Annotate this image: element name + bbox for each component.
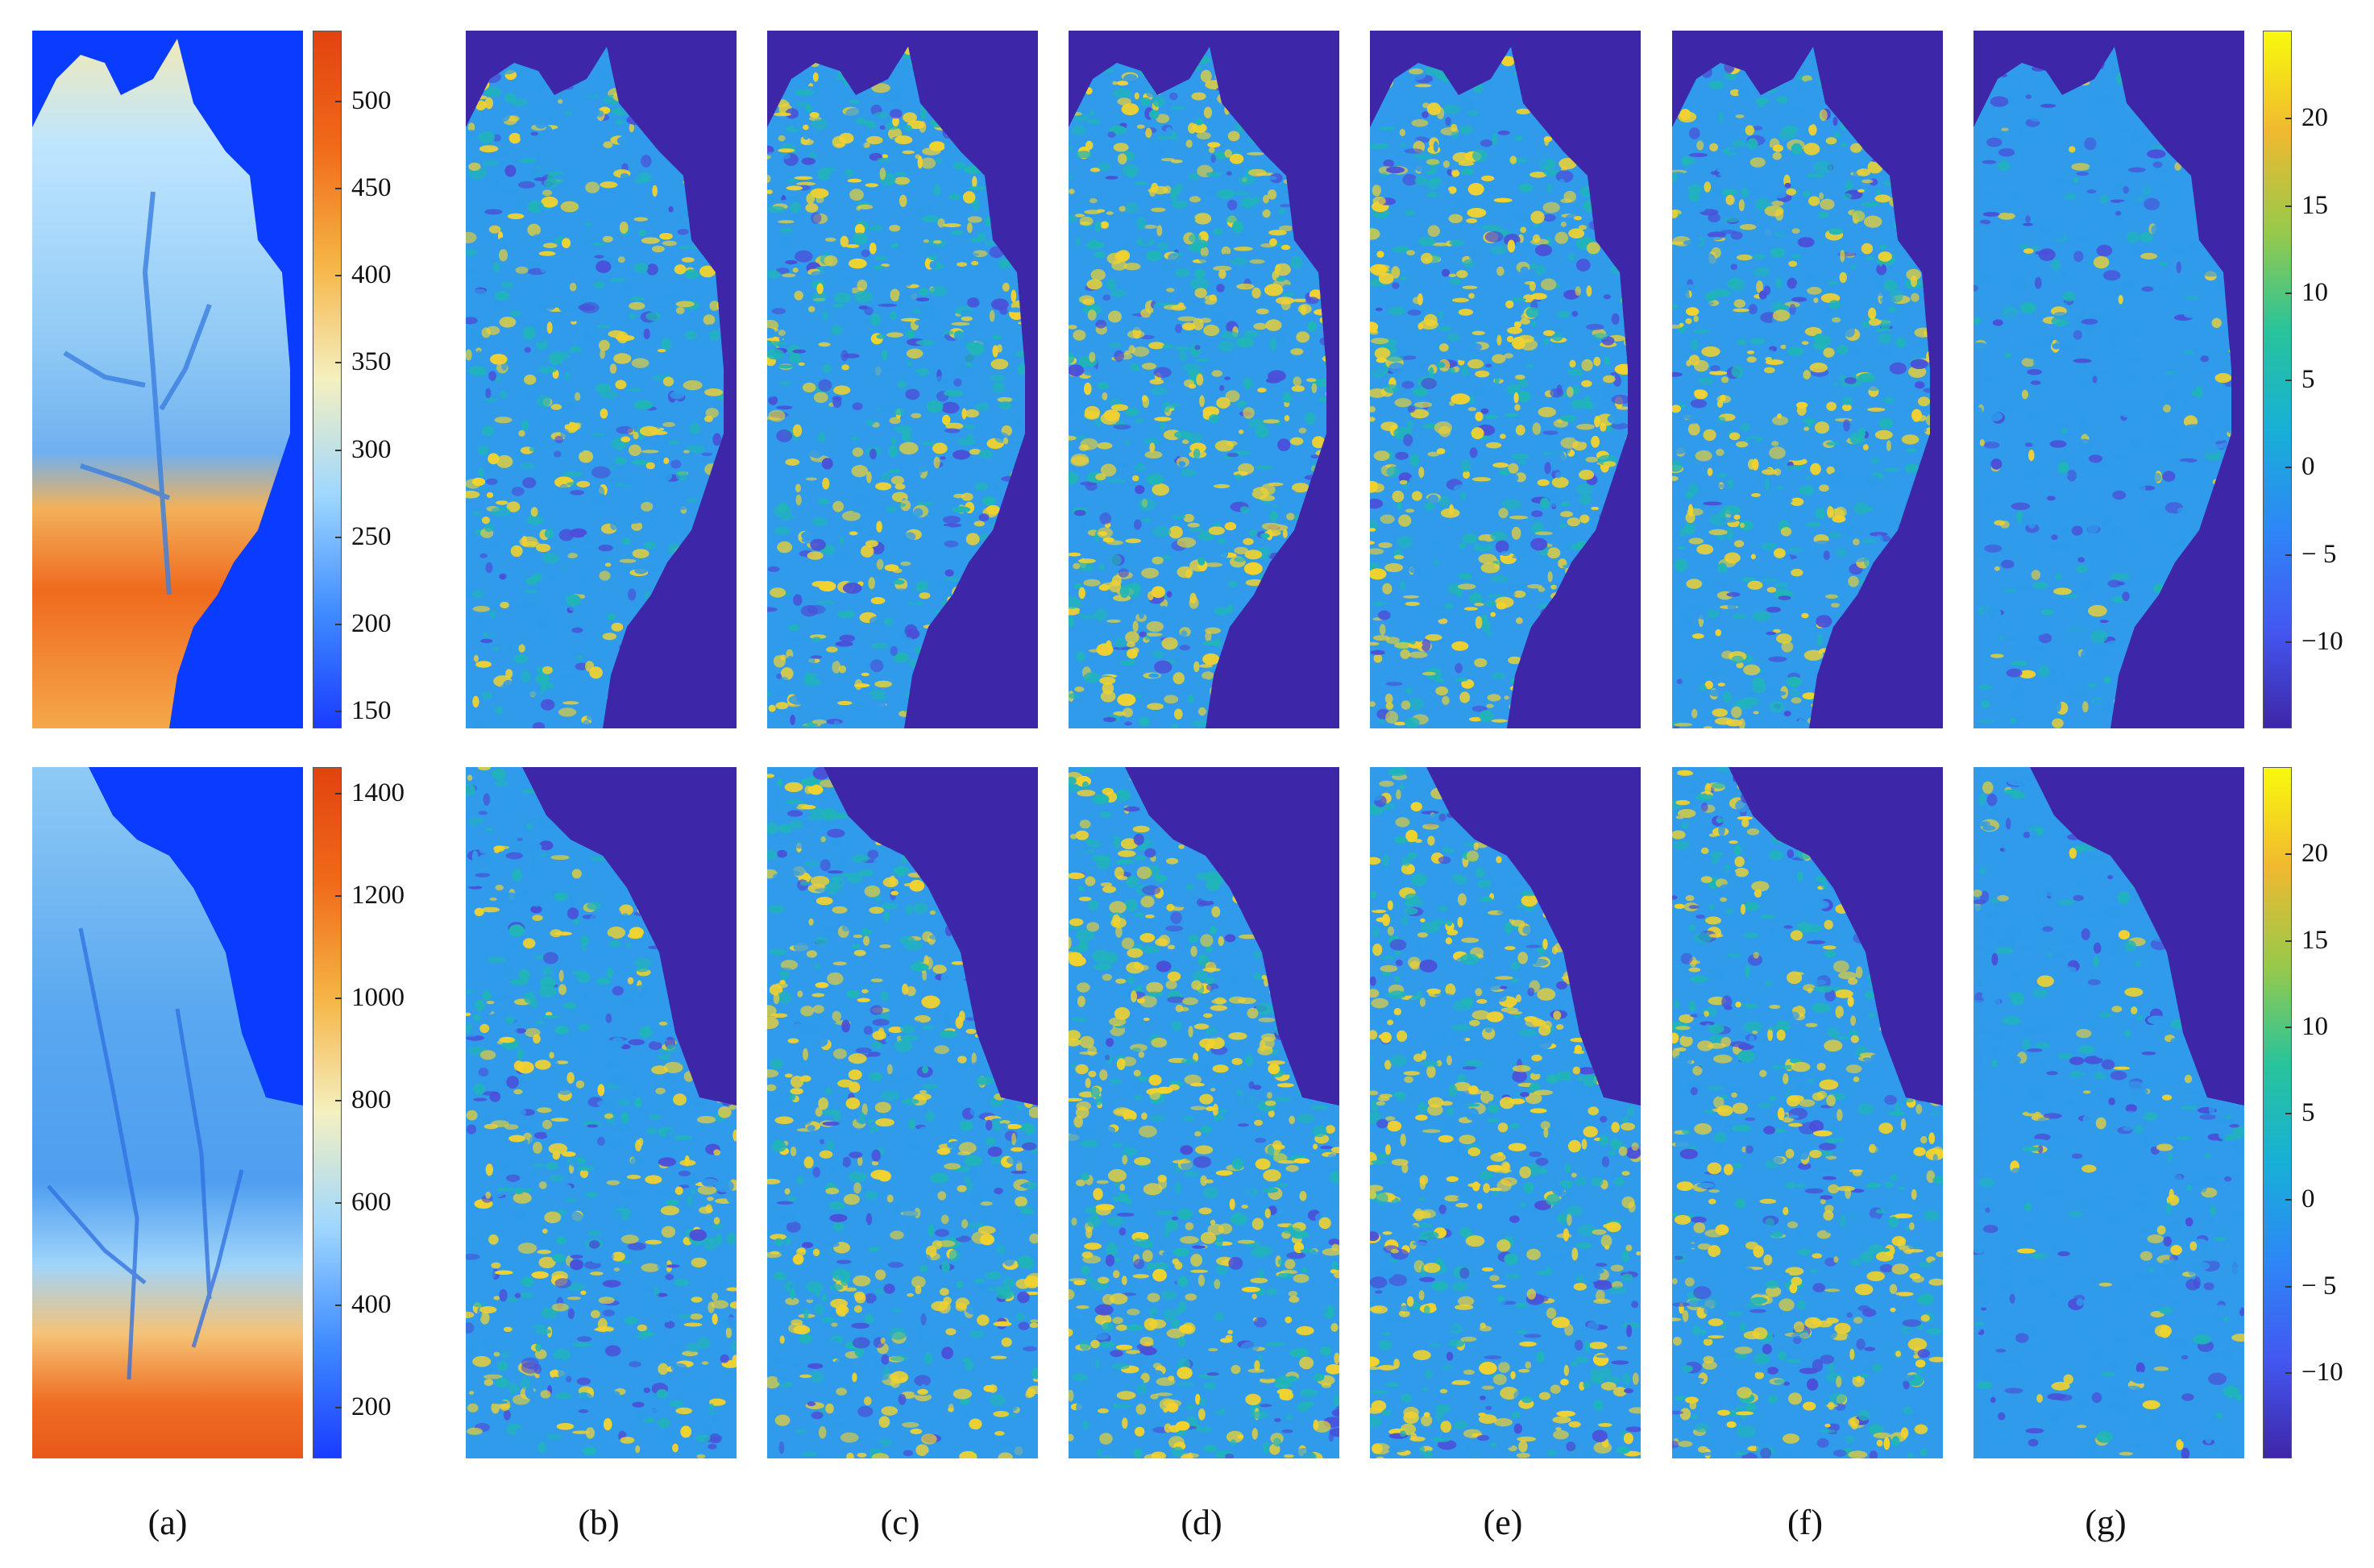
panel-b-top-error-map	[466, 31, 737, 728]
panel-e-bottom-error-map	[1370, 767, 1641, 1458]
colorbar-tick-mark	[335, 1305, 342, 1307]
caption-c: (c)	[880, 1503, 920, 1542]
colorbar-tick-mark	[2285, 1026, 2292, 1028]
colorbar-tick-mark	[2285, 467, 2292, 469]
colorbar-tick-mark	[335, 792, 342, 794]
panel-d-top-error-map	[1069, 31, 1339, 728]
colorbar-tick-label: − 5	[2301, 539, 2337, 569]
panel-b-bottom-error-map	[466, 767, 737, 1458]
colorbar-tick-label: 500	[351, 85, 392, 115]
error-map-svg	[1672, 31, 1943, 728]
colorbar-tick-mark	[335, 998, 342, 999]
colorbar-bottom-elevation	[313, 767, 342, 1458]
panel-a-bottom-dem-map	[32, 767, 303, 1458]
colorbar-tick-label: 0	[2301, 1184, 2315, 1214]
error-map-svg	[1973, 767, 2244, 1458]
colorbar-tick-label: 15	[2301, 190, 2328, 220]
error-map-svg	[466, 767, 737, 1458]
caption-e: (e)	[1483, 1503, 1523, 1542]
colorbar-tick-label: 400	[351, 1290, 392, 1320]
colorbar-tick-mark	[335, 362, 342, 364]
error-map-svg	[1370, 767, 1641, 1458]
colorbar-tick-label: 20	[2301, 839, 2328, 869]
caption-a: (a)	[147, 1503, 188, 1542]
caption-d: (d)	[1181, 1503, 1222, 1542]
colorbar-tick-mark	[335, 100, 342, 102]
colorbar-tick-mark	[2285, 554, 2292, 556]
colorbar-tick-mark	[335, 894, 342, 897]
colorbar-tick-label: 600	[351, 1188, 392, 1217]
colorbar-tick-label: 15	[2301, 925, 2328, 955]
colorbar-tick-mark	[2285, 380, 2292, 381]
panel-f-bottom-error-map	[1672, 767, 1943, 1458]
caption-g: (g)	[2085, 1503, 2127, 1542]
error-map-svg	[767, 767, 1038, 1458]
colorbar-tick-mark	[335, 711, 342, 713]
panel-g-top-error-map	[1973, 31, 2244, 728]
colorbar-tick-label: 5	[2301, 1098, 2315, 1127]
error-map-svg	[1973, 31, 2244, 728]
colorbar-tick-label: 350	[351, 347, 392, 377]
colorbar-tick-mark	[2285, 641, 2292, 643]
dem-map-top	[32, 31, 303, 728]
colorbar-bottom-elevation-gradient	[313, 767, 342, 1458]
colorbar-tick-label: 5	[2301, 365, 2315, 394]
colorbar-tick-label: −10	[2301, 626, 2343, 656]
colorbar-tick-mark	[2285, 1113, 2292, 1114]
panel-d-bottom-error-map	[1069, 767, 1339, 1458]
colorbar-tick-label: −10	[2301, 1357, 2343, 1387]
colorbar-tick-mark	[2285, 853, 2292, 856]
colorbar-top-elevation-gradient	[313, 31, 342, 728]
colorbar-tick-mark	[2285, 292, 2292, 294]
colorbar-tick-mark	[2285, 940, 2292, 942]
colorbar-tick-label: 450	[351, 172, 392, 202]
colorbar-tick-label: 200	[351, 1392, 392, 1422]
panel-f-top-error-map	[1672, 31, 1943, 728]
error-map-svg	[1370, 31, 1641, 728]
colorbar-tick-mark	[2285, 1199, 2292, 1201]
colorbar-tick-mark	[2285, 205, 2292, 207]
colorbar-tick-label: 400	[351, 260, 392, 290]
colorbar-tick-mark	[335, 624, 342, 626]
colorbar-tick-mark	[335, 536, 342, 538]
colorbar-tick-mark	[2285, 1285, 2292, 1288]
colorbar-tick-mark	[335, 449, 342, 451]
panel-c-bottom-error-map	[767, 767, 1038, 1458]
colorbar-top-elevation	[313, 31, 342, 728]
error-map-svg	[1069, 31, 1339, 728]
panel-c-top-error-map	[767, 31, 1038, 728]
colorbar-tick-label: 1200	[351, 880, 405, 910]
colorbar-tick-label: 10	[2301, 277, 2328, 307]
colorbar-tick-label: 800	[351, 1085, 392, 1115]
colorbar-tick-label: 10	[2301, 1011, 2328, 1041]
colorbar-tick-label: 1000	[351, 983, 405, 1012]
colorbar-tick-label: 1400	[351, 778, 405, 807]
colorbar-tick-label: − 5	[2301, 1271, 2337, 1300]
caption-b: (b)	[578, 1503, 620, 1542]
panel-g-bottom-error-map	[1973, 767, 2244, 1458]
error-map-svg	[466, 31, 737, 728]
colorbar-tick-label: 200	[351, 609, 392, 639]
dem-map-bottom	[32, 767, 303, 1458]
colorbar-tick-mark	[2285, 1371, 2292, 1374]
colorbar-tick-label: 20	[2301, 103, 2328, 133]
colorbar-tick-label: 0	[2301, 452, 2315, 482]
colorbar-tick-mark	[335, 187, 342, 189]
colorbar-tick-label: 300	[351, 434, 392, 464]
colorbar-tick-label: 150	[351, 696, 392, 726]
panel-a-top-dem-map	[32, 31, 303, 728]
colorbar-tick-mark	[335, 1407, 342, 1409]
panel-e-top-error-map	[1370, 31, 1641, 728]
colorbar-tick-mark	[335, 1100, 342, 1102]
error-map-svg	[1069, 767, 1339, 1458]
colorbar-tick-mark	[335, 1202, 342, 1205]
colorbar-tick-mark	[335, 275, 342, 277]
error-map-svg	[767, 31, 1038, 728]
colorbar-tick-mark	[2285, 118, 2292, 120]
colorbar-tick-label: 250	[351, 521, 392, 551]
caption-f: (f)	[1787, 1503, 1823, 1542]
error-map-svg	[1672, 767, 1943, 1458]
